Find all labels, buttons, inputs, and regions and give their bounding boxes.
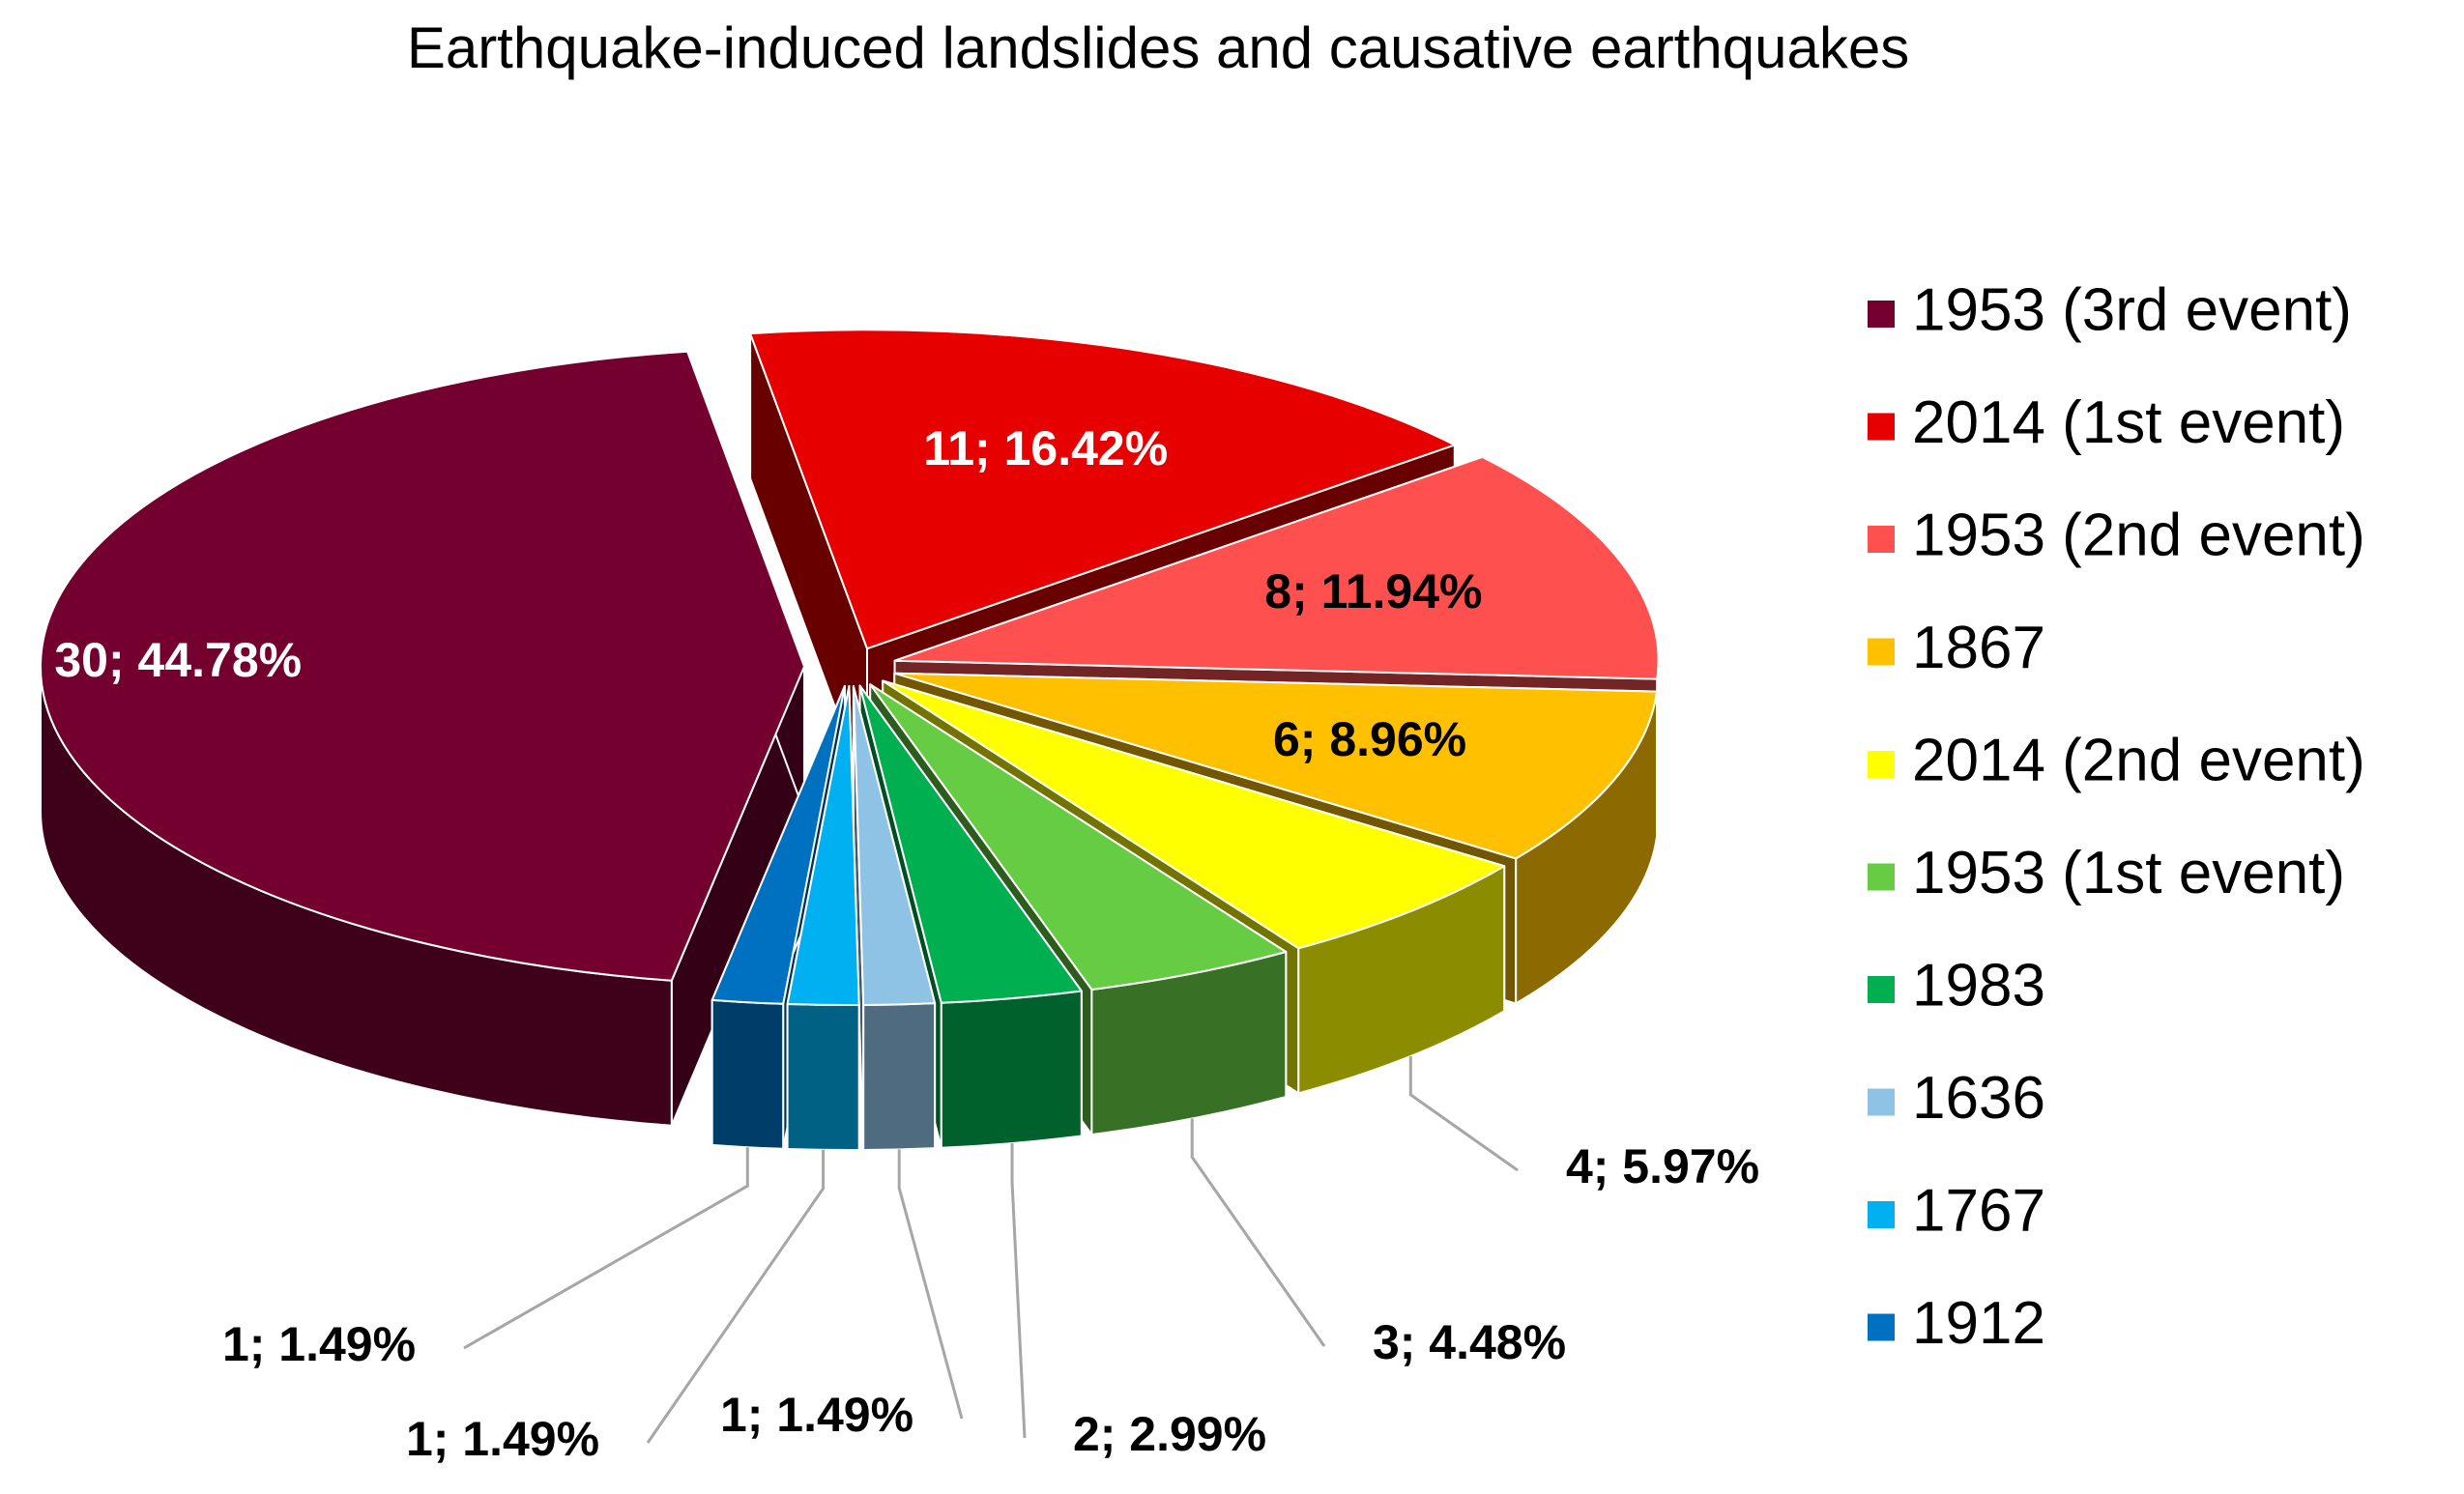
slice: [852, 685, 937, 1006]
legend-label: 1867: [1912, 615, 2045, 681]
leader-line: [646, 1149, 826, 1444]
legend-swatch: [1868, 751, 1895, 778]
legend-label: 1912: [1912, 1290, 2045, 1357]
slice: [858, 684, 1083, 1004]
legend-label: 1953 (3rd event): [1912, 276, 2352, 343]
data-label: 8; 11.94%: [1264, 564, 1482, 618]
legend-swatch: [1868, 413, 1895, 441]
legend-label: 2014 (1st event): [1912, 389, 2345, 456]
legend-swatch: [1868, 1201, 1895, 1228]
legend-label: 1636: [1912, 1065, 2045, 1132]
data-label: 6; 8.96%: [1273, 712, 1466, 766]
slice: [39, 350, 805, 982]
legend-swatch: [1868, 1088, 1895, 1116]
legend-swatch: [1868, 863, 1895, 891]
legend-swatch: [1868, 1313, 1895, 1341]
slice-wall: [786, 1003, 860, 1152]
leader-line: [1408, 1055, 1519, 1172]
data-label: 1; 1.49%: [406, 1412, 599, 1466]
data-label: 2; 2.99%: [1073, 1407, 1266, 1461]
chart-title: Earthquake-induced landslides and causat…: [407, 15, 1909, 80]
data-label: 3; 4.48%: [1373, 1315, 1566, 1369]
legend-label: 1983: [1912, 952, 2045, 1019]
data-label: 4; 5.97%: [1566, 1139, 1759, 1193]
legend-label: 1953 (1st event): [1912, 840, 2345, 906]
legend-label: 2014 (2nd event): [1912, 727, 2365, 793]
slice-wall: [940, 990, 1083, 1149]
legend-label: 1767: [1912, 1177, 2045, 1244]
slice: [882, 679, 1506, 950]
leader-line: [897, 1149, 964, 1420]
leader-line: [1190, 1118, 1326, 1347]
legend-swatch: [1868, 976, 1895, 1003]
leader-line: [463, 1147, 749, 1350]
leader-line: [1010, 1143, 1027, 1439]
data-label: 30; 44.78%: [54, 633, 302, 687]
slice-wall: [710, 998, 785, 1150]
legend-swatch: [1868, 638, 1895, 666]
legend-swatch: [1868, 301, 1895, 328]
slice: [749, 329, 1456, 650]
slice: [710, 684, 846, 1005]
data-label: 1; 1.49%: [720, 1388, 913, 1442]
data-label: 11; 16.42%: [923, 421, 1168, 475]
data-label: 1; 1.49%: [222, 1317, 416, 1371]
slice: [893, 672, 1658, 860]
slice: [786, 685, 860, 1007]
legend-swatch: [1868, 526, 1895, 553]
slice: [893, 455, 1660, 680]
slice: [869, 683, 1288, 991]
legend-label: 1953 (2nd event): [1912, 502, 2365, 568]
slice-wall: [862, 1002, 937, 1151]
